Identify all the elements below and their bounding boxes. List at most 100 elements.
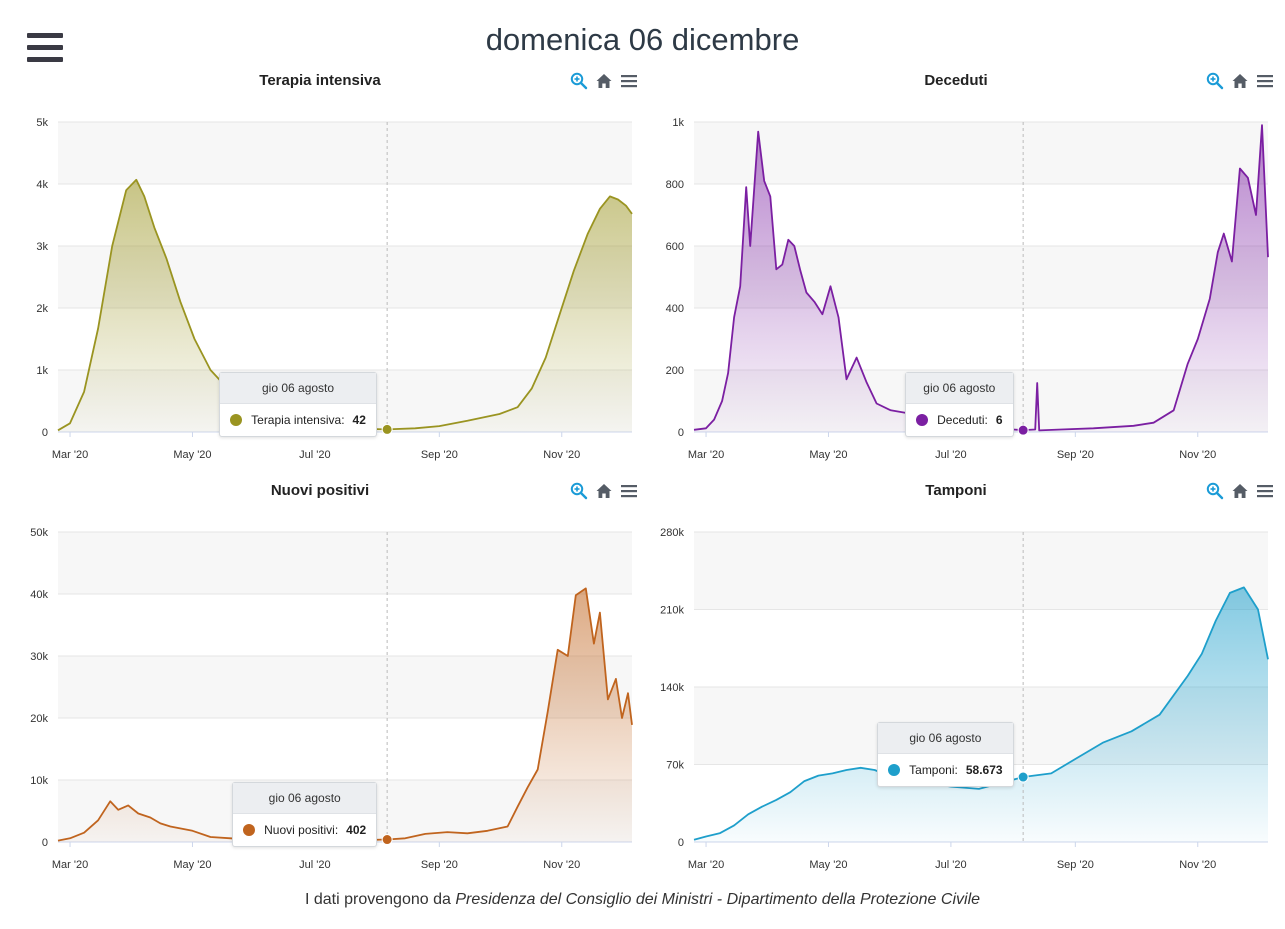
tooltip-date: gio 06 agosto — [233, 783, 377, 814]
y-tick-label: 20k — [30, 713, 48, 725]
hover-point-marker[interactable] — [381, 834, 393, 846]
series-color-dot — [916, 414, 929, 426]
y-tick-label: 30k — [30, 651, 48, 663]
y-tick-label: 1k — [672, 117, 684, 129]
x-tick-label: Jul '20 — [299, 449, 330, 461]
chart-title: Tamponi — [925, 482, 987, 499]
chart-panel-tamponi: 0 70k 140k 210k 280k Mar '20 May '20 Jul '20 Sep… — [636, 482, 1276, 892]
tooltip-series-label: Tamponi: — [909, 763, 958, 778]
tooltip-value: 402 — [346, 823, 367, 837]
x-tick-label: Sep '20 — [1057, 859, 1094, 871]
tooltip-date: gio 06 agosto — [220, 373, 376, 404]
chart-panel-terapia: 0 1k 2k 3k 4k 5k Mar '20 May '20 Jul '20 Sep '20 N… — [0, 72, 640, 482]
chart-toolbar — [568, 481, 640, 501]
hover-point-marker[interactable] — [1017, 771, 1029, 783]
series-line[interactable] — [693, 124, 1269, 432]
y-tick-label: 140k — [660, 682, 684, 694]
chart-svg-tamponi: 0 70k 140k 210k 280k Mar '20 May '20 Jul '20 Sep… — [660, 527, 1269, 871]
tooltip-body: Deceduti: 6 — [906, 404, 1012, 436]
hamburger-icon-bar — [27, 57, 63, 62]
menu-icon[interactable] — [1254, 481, 1276, 501]
chart-tooltip: gio 06 agosto Nuovi positivi: 402 — [232, 782, 378, 847]
y-tick-label: 0 — [678, 427, 684, 439]
y-tick-label: 1k — [36, 365, 48, 377]
x-tick-label: May '20 — [809, 859, 847, 871]
menu-icon[interactable] — [1254, 71, 1276, 91]
chart-panel-nuovi-positivi: 0 10k 20k 30k 40k 50k Mar '20 May '20 Jul '20 Sep… — [0, 482, 640, 892]
footer-prefix: I dati provengono da — [304, 891, 456, 908]
data-source-footer: I dati provengono da Presidenza del Cons… — [0, 891, 1285, 909]
plot-band — [694, 532, 1268, 610]
y-tick-label: 0 — [678, 837, 684, 849]
menu-icon[interactable] — [618, 71, 640, 91]
hover-point-marker[interactable] — [381, 423, 393, 435]
chart-panel-deceduti: 0 200 400 600 800 1k Mar '20 May '20 Jul '20 Sep … — [636, 72, 1276, 482]
chart-toolbar — [568, 71, 640, 91]
y-tick-label: 200 — [666, 365, 684, 377]
x-tick-label: Nov '20 — [543, 449, 580, 461]
x-tick-label: Mar '20 — [52, 859, 88, 871]
x-tick-label: May '20 — [173, 859, 211, 871]
series-area — [694, 125, 1268, 432]
x-tick-label: Nov '20 — [1179, 449, 1216, 461]
tooltip-value: 58.673 — [965, 763, 1003, 778]
footer-separator: - — [712, 891, 727, 908]
plot-band — [58, 122, 632, 184]
series-area — [694, 587, 1268, 842]
y-tick-label: 50k — [30, 527, 48, 539]
plot-band — [58, 532, 632, 594]
hover-point-marker[interactable] — [1017, 424, 1029, 436]
series-area — [58, 588, 632, 842]
plot-band — [58, 656, 632, 718]
y-tick-label: 280k — [660, 527, 684, 539]
y-tick-label: 10k — [30, 775, 48, 787]
x-tick-label: Sep '20 — [421, 449, 458, 461]
tooltip-series-label: Nuovi positivi: — [264, 823, 339, 837]
zoom-in-icon[interactable] — [568, 71, 590, 91]
x-tick-label: Mar '20 — [688, 859, 724, 871]
y-tick-label: 400 — [666, 303, 684, 315]
hamburger-icon — [27, 33, 63, 38]
tooltip-value: 42 — [352, 413, 366, 427]
hamburger-menu-button[interactable] — [27, 33, 63, 65]
y-tick-label: 600 — [666, 241, 684, 253]
zoom-in-icon[interactable] — [1204, 71, 1226, 91]
chart-tooltip: gio 06 agosto Terapia intensiva: 42 — [219, 372, 377, 437]
y-tick-label: 40k — [30, 589, 48, 601]
chart-tooltip: gio 06 agosto Tamponi: 58.673 — [877, 722, 1014, 788]
x-tick-label: Mar '20 — [688, 449, 724, 461]
chart-title: Deceduti — [924, 72, 988, 89]
x-tick-label: Sep '20 — [1057, 449, 1094, 461]
chart-toolbar — [1204, 71, 1276, 91]
series-color-dot — [230, 414, 243, 426]
home-icon[interactable] — [1229, 71, 1251, 91]
hamburger-icon-bar — [27, 45, 63, 50]
zoom-in-icon[interactable] — [1204, 481, 1226, 501]
plot-band — [694, 122, 1268, 184]
series-line[interactable] — [57, 587, 633, 842]
tooltip-body: Nuovi positivi: 402 — [233, 814, 376, 846]
tooltip-date: gio 06 agosto — [906, 373, 1013, 404]
x-tick-label: Nov '20 — [543, 859, 580, 871]
y-tick-label: 3k — [36, 241, 48, 253]
home-icon[interactable] — [593, 71, 615, 91]
x-tick-label: Jul '20 — [299, 859, 330, 871]
zoom-in-icon[interactable] — [568, 481, 590, 501]
y-tick-label: 0 — [42, 837, 48, 849]
series-area — [58, 179, 632, 432]
menu-icon[interactable] — [618, 481, 640, 501]
page-title: domenica 06 dicembre — [485, 22, 800, 57]
x-tick-label: Nov '20 — [1179, 859, 1216, 871]
home-icon[interactable] — [593, 481, 615, 501]
footer-source-1: Presidenza del Consiglio dei Ministri — [455, 891, 713, 908]
chart-tooltip: gio 06 agosto Deceduti: 6 — [905, 372, 1014, 437]
y-tick-label: 70k — [666, 760, 684, 772]
y-tick-label: 210k — [660, 605, 684, 617]
x-tick-label: Sep '20 — [421, 859, 458, 871]
y-tick-label: 0 — [42, 427, 48, 439]
x-tick-label: May '20 — [809, 449, 847, 461]
tooltip-series-label: Deceduti: — [937, 413, 988, 427]
x-tick-label: Mar '20 — [52, 449, 88, 461]
x-tick-label: Jul '20 — [935, 859, 966, 871]
home-icon[interactable] — [1229, 481, 1251, 501]
